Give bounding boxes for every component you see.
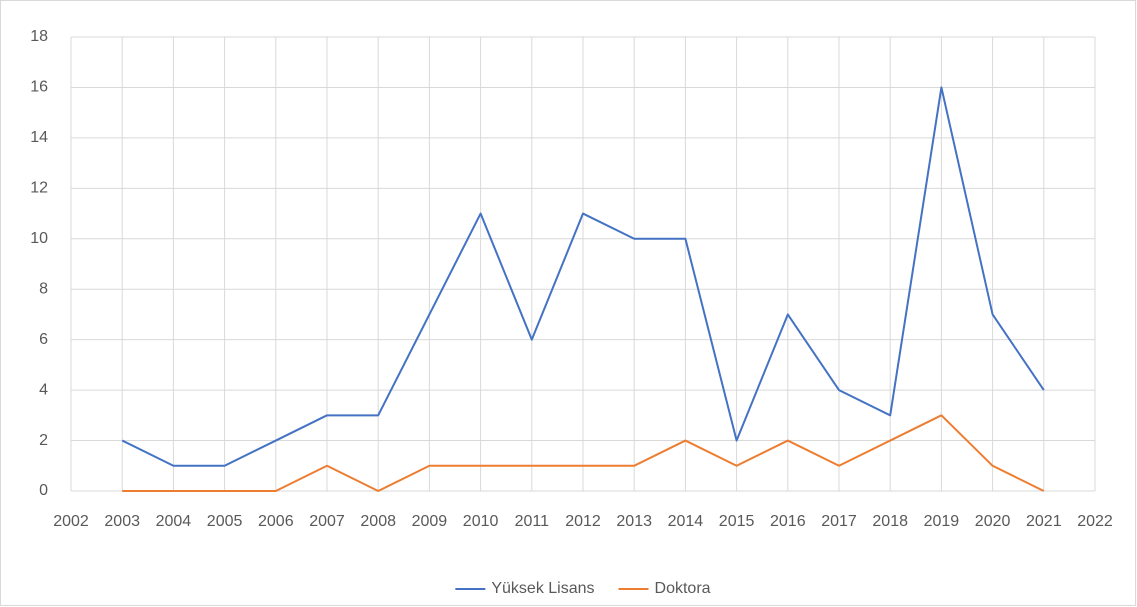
- x-tick-label: 2005: [207, 513, 243, 530]
- y-tick-label: 18: [30, 28, 48, 45]
- y-tick-label: 6: [39, 331, 48, 348]
- x-tick-label: 2015: [719, 513, 755, 530]
- x-tick-label: 2006: [258, 513, 294, 530]
- legend-item: Yüksek Lisans: [455, 580, 595, 597]
- line-series: [122, 414, 1045, 492]
- x-tick-label: 2012: [565, 513, 601, 530]
- x-tick-label: 2011: [515, 513, 550, 530]
- x-tick-label: 2016: [770, 513, 806, 530]
- y-tick-label: 10: [30, 230, 48, 247]
- x-tick-label: 2002: [53, 513, 89, 530]
- y-tick-label: 16: [30, 79, 48, 96]
- x-tick-label: 2007: [309, 513, 345, 530]
- legend-item: Doktora: [618, 580, 711, 597]
- x-tick-label: 2008: [360, 513, 396, 530]
- y-tick-label: 4: [39, 381, 48, 398]
- y-tick-label: 2: [39, 432, 48, 449]
- x-tick-label: 2020: [975, 513, 1011, 530]
- x-tick-label: 2017: [821, 513, 857, 530]
- y-tick-label: 0: [39, 482, 48, 499]
- x-tick-label: 2014: [668, 513, 704, 530]
- y-tick-label: 12: [30, 180, 48, 197]
- y-tick-label: 14: [30, 129, 48, 146]
- x-tick-label: 2018: [872, 513, 908, 530]
- x-tick-label: 2021: [1026, 513, 1062, 530]
- x-tick-label: 2022: [1077, 513, 1113, 530]
- y-tick-label: 8: [39, 280, 48, 297]
- legend-label: Doktora: [655, 580, 711, 597]
- x-tick-label: 2019: [924, 513, 960, 530]
- x-tick-label: 2003: [104, 513, 140, 530]
- x-tick-label: 2010: [463, 513, 499, 530]
- x-tick-label: 2004: [156, 513, 192, 530]
- x-tick-label: 2009: [412, 513, 448, 530]
- legend-label: Yüksek Lisans: [491, 580, 594, 597]
- line-series: [121, 86, 1045, 467]
- x-tick-label: 2013: [616, 513, 652, 530]
